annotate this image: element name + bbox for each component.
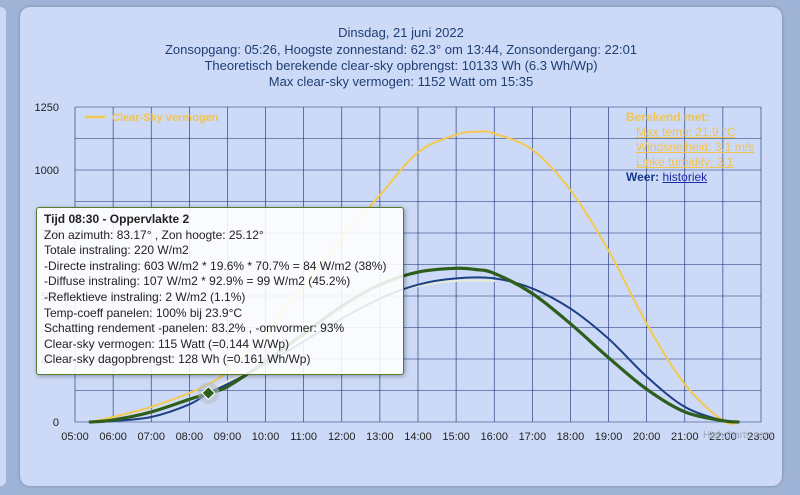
x-tick-label: 06:00	[99, 431, 127, 443]
yield-info: Theoretisch berekende clear-sky opbrengs…	[204, 58, 598, 73]
credit-link[interactable]: Highcharts.com	[703, 430, 773, 441]
y-tick-label: 1000	[35, 165, 59, 177]
tooltip-line: Temp-coeff panelen: 100% bij 23.9°C	[44, 305, 243, 320]
y-tick-label: 0	[53, 417, 59, 429]
x-tick-label: 07:00	[137, 431, 165, 443]
x-tick-label: 09:00	[214, 431, 242, 443]
adjacent-panel-edge	[0, 7, 6, 486]
series-line-oppervlakte-1[interactable]	[88, 266, 740, 424]
sun-info: Zonsopgang: 05:26, Hoogste zonnestand: 6…	[164, 42, 638, 57]
legend-label[interactable]: Clear-Sky vermogen	[112, 112, 219, 124]
x-tick-label: 21:00	[671, 431, 699, 443]
max-power-info: Max clear-sky vermogen: 1152 Watt om 15:…	[268, 74, 534, 89]
x-tick-label: 05:00	[61, 431, 89, 443]
tooltip: Tijd 08:30 - Oppervlakte 2 Zon azimuth: …	[36, 207, 404, 375]
x-tick-label: 22:00	[709, 431, 737, 443]
marker-point[interactable]	[201, 385, 216, 401]
x-axis: 05:00 06:00 07:00 08:00 09:00 10:00 11:00 12:00…	[61, 431, 775, 443]
series-line-clear-sky-vermogen[interactable]	[89, 130, 740, 425]
tooltip-line: Zon azimuth: 83.17° , Zon hoogte: 25.12°	[44, 227, 264, 242]
chart-card: Dinsdag, 21 juni 2022 Zonsopgang: 05:26,…	[20, 7, 782, 486]
weather-label: Weer:	[626, 170, 660, 184]
x-tick-label: 15:00	[442, 431, 470, 443]
tooltip-line: -Diffuse instraling: 107 W/m2 * 92.9% = …	[44, 274, 351, 289]
x-tick-label: 19:00	[595, 431, 623, 443]
legend[interactable]: Clear-Sky vermogen	[85, 112, 219, 124]
x-tick-label: 16:00	[480, 431, 508, 443]
calc-wind[interactable]: Windsnelheid: 3.1 m/s	[636, 140, 755, 154]
x-tick-label: 13:00	[366, 431, 394, 443]
x-tick-label: 10:00	[252, 431, 280, 443]
x-tick-label: 20:00	[633, 431, 661, 443]
tooltip-line: Schatting rendement -panelen: 83.2% , -o…	[44, 321, 345, 336]
tooltip-line: Clear-sky dagopbrengst: 128 Wh (=0.161 W…	[44, 352, 311, 367]
tooltip-line: -Reflektieve instraling: 2 W/m2 (1.1%)	[44, 289, 246, 304]
x-tick-label: 23:00	[747, 431, 775, 443]
x-tick-label: 11:00	[290, 431, 317, 443]
chart-title: Dinsdag, 21 juni 2022	[338, 25, 464, 40]
calc-box: Berekend met: Max temp: 21.9 °C Windsnel…	[626, 110, 754, 185]
weather-history-link[interactable]: historiek	[662, 170, 708, 184]
tooltip-line: Totale instraling: 220 W/m2	[44, 243, 189, 258]
x-tick-label: 14:00	[404, 431, 432, 443]
tooltip-title: Tijd 08:30 - Oppervlakte 2	[44, 212, 190, 226]
calc-title: Berekend met:	[626, 110, 710, 124]
weather-row: Weer: historiek	[626, 170, 754, 185]
x-tick-label: 17:00	[519, 431, 547, 443]
x-tick-label: 12:00	[328, 431, 356, 443]
calc-turbidity[interactable]: Linke turbidity: 3.1	[636, 155, 734, 169]
tooltip-line: -Directe instraling: 603 W/m2 * 19.6% * …	[44, 258, 387, 273]
y-tick-label: 1250	[35, 102, 59, 114]
hover-marker	[197, 382, 220, 405]
calc-max-temp[interactable]: Max temp: 21.9 °C	[636, 125, 736, 139]
x-tick-label: 08:00	[176, 431, 204, 443]
series-lines	[88, 130, 740, 425]
x-tick-label: 18:00	[557, 431, 585, 443]
tooltip-line: Clear-sky vermogen: 115 Watt (=0.144 W/W…	[44, 336, 290, 351]
